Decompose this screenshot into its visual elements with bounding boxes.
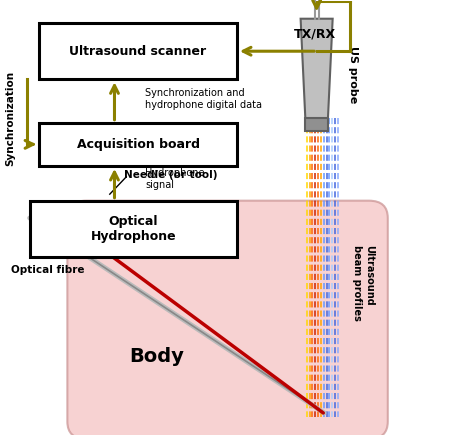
Text: Body: Body — [129, 347, 184, 366]
FancyBboxPatch shape — [39, 23, 237, 79]
Text: TX/RX: TX/RX — [294, 27, 336, 41]
Text: Ultrasound scanner: Ultrasound scanner — [70, 45, 207, 58]
Text: Synchronization and
hydrophone digital data: Synchronization and hydrophone digital d… — [145, 88, 262, 110]
FancyBboxPatch shape — [39, 123, 237, 166]
Text: US probe: US probe — [348, 46, 358, 104]
Polygon shape — [301, 19, 333, 118]
FancyBboxPatch shape — [30, 201, 237, 257]
FancyBboxPatch shape — [67, 201, 388, 436]
Text: Acquisition board: Acquisition board — [76, 138, 200, 151]
Text: Ultrasound
beam profiles: Ultrasound beam profiles — [353, 245, 374, 321]
Bar — [305, 118, 328, 131]
Text: Hydrophone
signal: Hydrophone signal — [145, 168, 205, 190]
Text: Optical fibre: Optical fibre — [11, 265, 84, 275]
Text: Synchronization: Synchronization — [5, 71, 15, 166]
Text: Optical
Hydrophone: Optical Hydrophone — [91, 215, 176, 243]
Text: Needle (or tool): Needle (or tool) — [124, 170, 218, 180]
